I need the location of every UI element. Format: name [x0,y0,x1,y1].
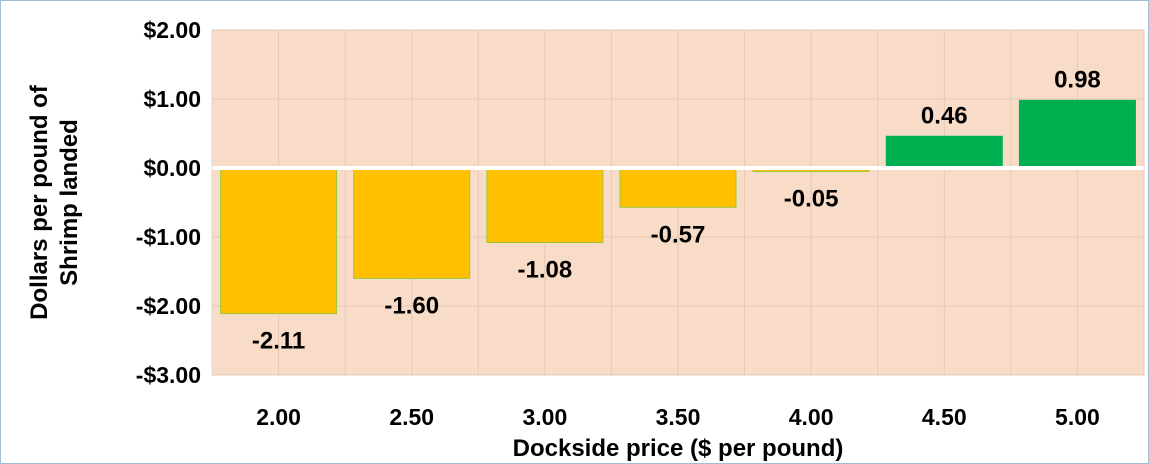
data-label: 0.98 [1054,66,1101,93]
bar [353,167,471,279]
y-tick-label: -$2.00 [136,293,201,319]
y-axis-title-line: Dollars per pound of [26,84,53,320]
y-tick-label: -$1.00 [136,224,201,250]
x-tick-label: 3.50 [656,404,701,430]
bar [220,167,338,315]
data-label: -0.05 [784,185,839,212]
bar [619,167,737,208]
data-label: 0.46 [921,102,968,129]
bar [885,135,1003,169]
x-tick-label: 2.00 [256,404,301,430]
data-label: -1.08 [518,257,573,284]
data-label: -1.60 [384,292,439,319]
x-tick-label: 4.00 [789,404,834,430]
y-axis-title: Dollars per pound of Shrimp landed [26,84,83,320]
x-axis-title: Dockside price ($ per pound) [513,435,844,462]
y-tick-label: $1.00 [143,86,201,112]
bar [1018,99,1136,169]
x-tick-label: 3.00 [522,404,567,430]
x-tick-label: 4.50 [922,404,967,430]
x-tick-label: 5.00 [1055,404,1100,430]
y-tick-label: $2.00 [143,17,201,43]
y-tick-label: -$3.00 [136,362,201,388]
data-label: -0.57 [651,221,706,248]
x-tick-label: 2.50 [389,404,434,430]
data-label: -2.11 [252,328,305,355]
bar [486,167,604,244]
y-axis-title-line: Shrimp landed [56,119,83,286]
y-tick-label: $0.00 [143,155,201,181]
